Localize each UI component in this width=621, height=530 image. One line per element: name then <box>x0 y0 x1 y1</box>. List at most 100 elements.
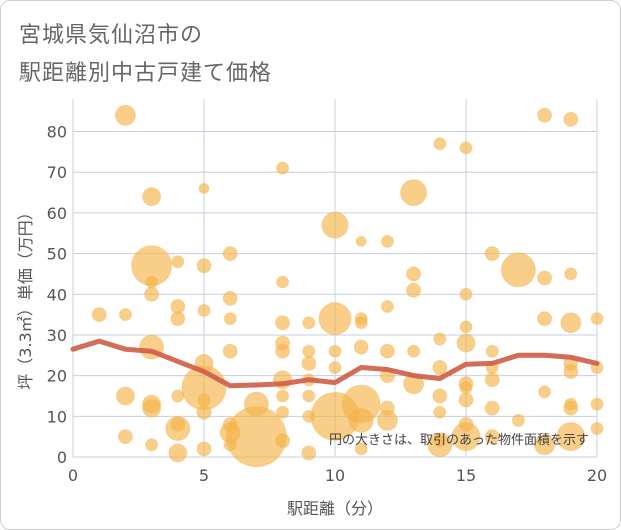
bubble-point <box>145 275 159 289</box>
bubble-point <box>534 434 556 456</box>
chart-title-line2: 駅距離別中古戸建て価格 <box>19 61 273 86</box>
bubble-point <box>318 302 352 336</box>
bubble-point <box>276 161 290 175</box>
bubble-point <box>302 344 316 358</box>
bubble-point <box>142 398 162 418</box>
bubble-point <box>145 438 159 452</box>
size-annotation: 円の大きさは、取引のあった物件面積を示す <box>329 433 589 448</box>
bubble-point <box>456 333 476 353</box>
y-axis-ticks: 0 10 20 30 40 50 60 70 80 <box>47 123 67 467</box>
bubble-point <box>144 286 160 302</box>
bubble-point <box>196 441 212 457</box>
bubble-point <box>379 343 395 359</box>
bubble-point <box>118 308 132 322</box>
bubble-point <box>485 344 499 358</box>
bubble-point <box>275 343 291 359</box>
bubble-point <box>302 409 316 423</box>
bubble-point <box>302 316 316 330</box>
bubble-point <box>459 320 473 334</box>
x-axis-label: 駅距離（分） <box>287 499 383 518</box>
bubble-point <box>354 316 368 330</box>
bubble-point <box>275 433 291 449</box>
bubble-point <box>353 339 369 355</box>
bubble-point <box>459 381 473 395</box>
bubble-point <box>537 270 553 286</box>
y-tick-label: 30 <box>47 326 67 345</box>
bubble-point <box>196 404 212 420</box>
bubble-point <box>348 407 374 433</box>
bubble-point <box>301 445 317 461</box>
bubble-point <box>276 389 290 403</box>
bubble-point <box>432 360 448 375</box>
bubble-point <box>556 422 586 452</box>
average-price-line <box>70 338 600 389</box>
bubble-point <box>355 235 367 247</box>
bubble-point <box>484 246 500 262</box>
bubble-point <box>142 187 162 207</box>
bubble-point <box>511 413 525 427</box>
bubble-point <box>171 255 185 269</box>
bubble-point <box>380 299 394 313</box>
y-tick-label: 50 <box>47 245 67 264</box>
bubble-point <box>301 355 317 371</box>
bubble-point <box>560 312 582 334</box>
bubble-point <box>459 287 473 301</box>
bubble-point <box>223 312 237 326</box>
y-tick-label: 80 <box>47 123 67 142</box>
bubble-point <box>484 429 500 445</box>
bubble-point <box>170 311 186 327</box>
bubble-point <box>500 252 536 288</box>
bubble-point <box>427 432 453 458</box>
bubble-point <box>433 332 447 346</box>
x-axis-ticks: 0 5 10 15 20 <box>68 466 607 485</box>
x-tick-label: 15 <box>456 466 476 485</box>
bubble-point <box>563 400 579 416</box>
bubble-point <box>117 429 133 445</box>
x-tick-label: 5 <box>199 466 209 485</box>
bubble-point <box>275 315 291 331</box>
bubble-point <box>276 275 290 289</box>
y-tick-label: 40 <box>47 285 67 304</box>
bubble-point <box>165 416 191 442</box>
bubble-point <box>407 344 421 358</box>
bubble-point <box>198 183 210 194</box>
bubble-point <box>115 386 135 406</box>
bubble-point <box>563 111 579 127</box>
bubble-point <box>354 442 368 456</box>
y-tick-label: 70 <box>47 163 67 182</box>
bubble-point <box>432 388 448 404</box>
bubble-point <box>433 137 447 151</box>
bubble-point <box>328 361 342 374</box>
bubble-point <box>328 344 342 358</box>
bubble-point <box>171 389 185 403</box>
bubble-point <box>563 364 579 380</box>
bubble-point <box>537 107 553 123</box>
bubble-point <box>451 422 481 452</box>
bubble-point <box>222 246 238 262</box>
bubble-point <box>406 282 422 298</box>
bubble-point <box>302 389 316 403</box>
bubble-point <box>406 266 422 282</box>
bubble-point <box>168 443 188 463</box>
bubble-point <box>114 104 136 126</box>
x-tick-label: 10 <box>325 466 345 485</box>
bubble-point <box>590 312 604 326</box>
bubble-point <box>433 405 447 419</box>
bubble-point <box>538 385 552 399</box>
bubble-point <box>484 372 500 388</box>
bubble-point <box>197 304 211 318</box>
bubble-series <box>91 104 604 468</box>
x-tick-label: 0 <box>68 466 78 485</box>
chart-title-line1: 宮城県気仙沼市の <box>19 23 204 48</box>
x-tick-label: 20 <box>587 466 607 485</box>
bubble-point <box>564 267 578 281</box>
bubble-point <box>458 392 474 408</box>
bubble-point <box>222 290 238 306</box>
bubble-point <box>400 179 428 207</box>
bubble-point <box>196 258 212 274</box>
bubble-point <box>484 400 500 416</box>
bubble-point <box>276 405 290 419</box>
bubble-point <box>223 438 237 452</box>
